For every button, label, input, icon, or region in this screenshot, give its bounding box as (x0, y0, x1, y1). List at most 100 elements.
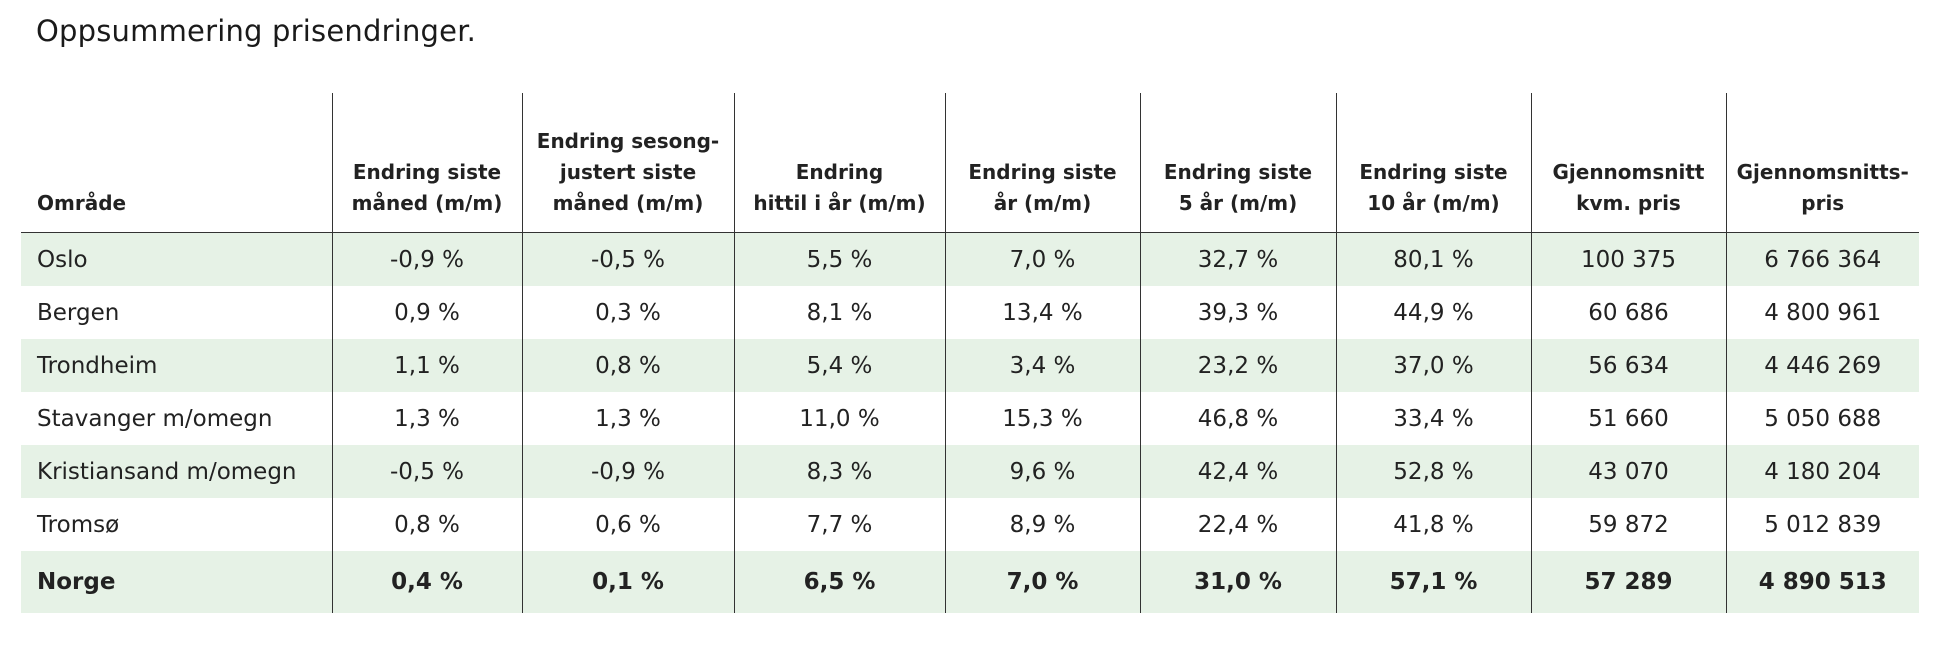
column-header-line: Endring sesong- (536, 129, 720, 153)
value-cell: 0,9 % (331, 286, 522, 339)
value-cell: 44,9 % (1335, 286, 1531, 339)
column-header-5-year-change: Endring siste 5 år (m/m) (1139, 93, 1336, 233)
value-cell: 5 050 688 (1725, 392, 1919, 445)
column-header-year-change: Endring siste år (m/m) (944, 93, 1140, 233)
column-header-line: år (m/m) (993, 191, 1092, 215)
value-cell: 0,8 % (521, 339, 734, 392)
value-cell: 33,4 % (1335, 392, 1531, 445)
column-header-line: kvm. pris (1576, 191, 1681, 215)
column-header-line: måned (m/m) (351, 191, 503, 215)
value-cell: -0,9 % (521, 445, 734, 498)
area-cell: Oslo (21, 232, 332, 286)
value-cell: 7,0 % (944, 232, 1140, 286)
value-cell: 8,3 % (733, 445, 945, 498)
column-header-line: Endring (795, 160, 884, 184)
value-cell: 13,4 % (944, 286, 1140, 339)
value-cell: 9,6 % (944, 445, 1140, 498)
value-cell: 0,3 % (521, 286, 734, 339)
value-cell: 57 289 (1530, 551, 1726, 613)
value-cell: 51 660 (1530, 392, 1726, 445)
value-cell: 15,3 % (944, 392, 1140, 445)
value-cell: 22,4 % (1139, 498, 1336, 551)
column-header-line: Gjennomsnitt (1552, 160, 1705, 184)
value-cell: 1,3 % (331, 392, 522, 445)
table-row: Stavanger m/omegn 1,3 % 1,3 % 11,0 % 15,3 % 4… (21, 392, 1919, 445)
column-header-line: hittil i år (m/m) (753, 191, 926, 215)
column-header-seasonal-month-change: Endring sesong-justert siste måned (m/m) (521, 93, 734, 233)
value-cell: 56 634 (1530, 339, 1726, 392)
value-cell: 11,0 % (733, 392, 945, 445)
value-cell: 39,3 % (1139, 286, 1336, 339)
value-cell: 0,4 % (331, 551, 522, 613)
column-header-line: måned (m/m) (552, 191, 704, 215)
value-cell: 32,7 % (1139, 232, 1336, 286)
value-cell: 3,4 % (944, 339, 1140, 392)
value-cell: 1,3 % (521, 392, 734, 445)
value-cell: -0,5 % (331, 445, 522, 498)
table-row-total: Norge 0,4 % 0,1 % 6,5 % 7,0 % 31,0 % 57,1 % 57 … (21, 551, 1919, 613)
value-cell: 43 070 (1530, 445, 1726, 498)
value-cell: -0,5 % (521, 232, 734, 286)
table-row: Tromsø 0,8 % 0,6 % 7,7 % 8,9 % 22,4 % 41,8 % 59… (21, 498, 1919, 551)
value-cell: 60 686 (1530, 286, 1726, 339)
value-cell: 4 446 269 (1725, 339, 1919, 392)
column-header-month-change: Endring siste måned (m/m) (331, 93, 522, 233)
column-header-line: Endring siste (352, 160, 502, 184)
value-cell: 57,1 % (1335, 551, 1531, 613)
value-cell: 5,5 % (733, 232, 945, 286)
column-header-ytd-change: Endring hittil i år (m/m) (733, 93, 945, 233)
value-cell: 5 012 839 (1725, 498, 1919, 551)
value-cell: 59 872 (1530, 498, 1726, 551)
value-cell: 7,7 % (733, 498, 945, 551)
page-title: Oppsummering prisendringer. (36, 14, 477, 48)
table-row: Kristiansand m/omegn -0,5 % -0,9 % 8,3 % 9,6… (21, 445, 1919, 498)
value-cell: 8,1 % (733, 286, 945, 339)
value-cell: 0,1 % (521, 551, 734, 613)
value-cell: 0,8 % (331, 498, 522, 551)
area-cell: Bergen (37, 299, 120, 326)
value-cell: 8,9 % (944, 498, 1140, 551)
value-cell: 5,4 % (733, 339, 945, 392)
value-cell: -0,9 % (331, 232, 522, 286)
column-header-line: pris (1801, 191, 1845, 215)
table-body: Oslo -0,9 % -0,5 % 5,5 % 7,0 % 32,7 % 80,1 % 10… (21, 232, 1919, 613)
column-header-line: 5 år (m/m) (1178, 191, 1298, 215)
column-header-line: Endring siste (968, 160, 1117, 184)
table-header-row: Område Endring siste måned (m/m) Endring … (21, 93, 1919, 233)
column-header-line: 10 år (m/m) (1367, 191, 1500, 215)
value-cell: 31,0 % (1139, 551, 1336, 613)
value-cell: 80,1 % (1335, 232, 1531, 286)
value-cell: 41,8 % (1335, 498, 1531, 551)
area-cell: Norge (21, 551, 332, 613)
table-row: Oslo -0,9 % -0,5 % 5,5 % 7,0 % 32,7 % 80,1 % 10… (21, 232, 1919, 286)
column-header-avg-price: Gjennomsnitts-pris (1725, 93, 1919, 233)
value-cell: 4 180 204 (1725, 445, 1919, 498)
value-cell: 4 890 513 (1725, 551, 1919, 613)
value-cell: 100 375 (1530, 232, 1726, 286)
value-cell: 6,5 % (733, 551, 945, 613)
area-cell: Tromsø (37, 511, 120, 538)
value-cell: 0,6 % (521, 498, 734, 551)
value-cell: 4 800 961 (1725, 286, 1919, 339)
area-cell: Stavanger m/omegn (37, 405, 273, 432)
column-header-10-year-change: Endring siste 10 år (m/m) (1335, 93, 1531, 233)
price-change-table: Område Endring siste måned (m/m) Endring … (21, 93, 1919, 613)
column-header-line: Endring siste (1163, 160, 1313, 184)
value-cell: 37,0 % (1335, 339, 1531, 392)
table-row: Bergen 0,9 % 0,3 % 8,1 % 13,4 % 39,3 % 44,9 % 6… (21, 286, 1919, 339)
area-cell: Trondheim (21, 339, 332, 392)
value-cell: 46,8 % (1139, 392, 1336, 445)
value-cell: 7,0 % (944, 551, 1140, 613)
column-header-area: Område (21, 93, 332, 233)
column-header-line: Gjennomsnitts- (1736, 160, 1909, 184)
table-row: Trondheim 1,1 % 0,8 % 5,4 % 3,4 % 23,2 % 37,0 … (21, 339, 1919, 392)
column-header-line: justert siste (559, 160, 697, 184)
area-cell: Kristiansand m/omegn (21, 445, 332, 498)
value-cell: 42,4 % (1139, 445, 1336, 498)
value-cell: 6 766 364 (1725, 232, 1919, 286)
value-cell: 1,1 % (331, 339, 522, 392)
value-cell: 52,8 % (1335, 445, 1531, 498)
column-header-avg-sqm-price: Gjennomsnitt kvm. pris (1530, 93, 1726, 233)
value-cell: 23,2 % (1139, 339, 1336, 392)
column-header-line: Endring siste (1359, 160, 1508, 184)
